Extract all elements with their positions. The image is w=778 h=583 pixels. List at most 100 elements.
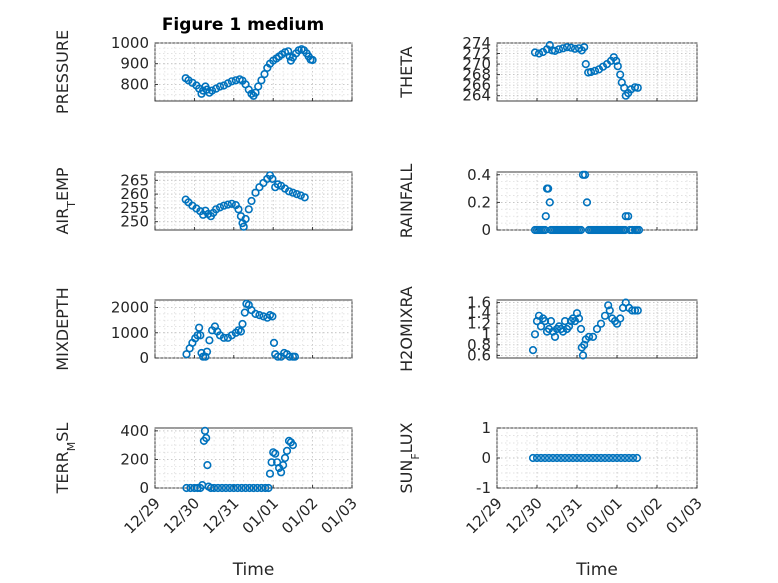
y-axis-label: RAINFALL [397, 164, 416, 239]
data-point [556, 453, 566, 463]
data-point [215, 82, 225, 91]
data-point [588, 453, 598, 463]
data-point [219, 201, 228, 210]
data-point [238, 319, 247, 329]
data-point [225, 483, 234, 493]
data-point [247, 196, 256, 206]
data-point [282, 446, 292, 456]
data-point [284, 47, 293, 56]
data-point [245, 483, 254, 493]
data-point [249, 483, 258, 493]
data-point [308, 55, 317, 65]
data-point [288, 188, 298, 197]
data-point [205, 336, 214, 345]
data-point [580, 340, 589, 349]
data-point [261, 483, 270, 493]
data-point [284, 187, 294, 196]
data-point [624, 453, 634, 463]
data-point [634, 225, 644, 235]
y-tick-label: 200 [120, 450, 149, 468]
data-point [219, 81, 228, 90]
data-point [628, 306, 637, 315]
x-axis-label: Time [575, 560, 618, 580]
data-point [269, 338, 279, 348]
data-point [241, 483, 250, 493]
data-point [576, 324, 586, 334]
data-point [290, 352, 300, 361]
data-point [532, 453, 542, 463]
y-tick-label: 0 [481, 221, 491, 239]
data-point [279, 461, 288, 470]
x-tick-label: 12/30 [160, 494, 203, 537]
data-point [265, 469, 275, 478]
data-point [568, 453, 578, 463]
data-point [202, 347, 212, 356]
data-point [550, 332, 560, 342]
y-axis-label: SUNFLUX [397, 422, 422, 493]
y-tick-label: 0.4 [467, 166, 491, 184]
data-series [530, 170, 644, 235]
x-tick-label: 12/30 [503, 494, 546, 537]
data-point [548, 453, 558, 463]
data-point [223, 200, 232, 209]
y-tick-label: 900 [120, 55, 149, 73]
subplot-h2omixra: 0.60.811.21.41.6 H2OMIXRA [397, 286, 698, 372]
y-tick-label: 400 [120, 422, 149, 440]
x-tick-label: 01/02 [278, 494, 321, 537]
data-point [590, 66, 600, 75]
data-point [604, 301, 613, 310]
data-point [612, 56, 621, 66]
data-point [221, 483, 230, 493]
data-point [219, 333, 228, 342]
x-tick-label: 01/03 [663, 494, 706, 537]
data-point [255, 311, 264, 320]
data-point [203, 461, 212, 470]
y-tick-label: 250 [120, 213, 149, 231]
y-tick-label: 265 [120, 171, 149, 189]
data-point [264, 483, 273, 493]
y-axis-label: PRESSURE [53, 30, 72, 114]
data-point [578, 351, 588, 360]
y-tick-label: 0.2 [467, 193, 491, 211]
data-point [227, 77, 236, 86]
data-point [541, 212, 550, 221]
y-tick-label: 264 [462, 87, 491, 105]
y-tick-label: 0.6 [467, 346, 491, 364]
data-point [592, 324, 602, 334]
data-point [292, 190, 301, 199]
y-tick-label: 2000 [111, 299, 149, 317]
y-tick-label: 266 [462, 76, 491, 94]
y-tick-label: 268 [462, 66, 491, 84]
y-axis-label: H2OMIXRA [397, 286, 416, 372]
x-tick-label: 12/31 [543, 494, 586, 537]
data-point [251, 188, 260, 197]
data-point [546, 317, 556, 326]
data-point [201, 352, 210, 361]
y-tick-label: 255 [120, 199, 149, 217]
data-point [285, 352, 294, 361]
data-point [240, 308, 249, 317]
data-point [239, 222, 248, 231]
x-tick-label: 12/31 [199, 494, 242, 537]
data-point [271, 449, 280, 458]
data-point [236, 327, 245, 336]
data-point [584, 453, 594, 463]
data-point [632, 453, 642, 463]
data-point [574, 314, 584, 323]
data-point [196, 331, 205, 340]
data-point [554, 45, 564, 54]
data-point [562, 43, 572, 52]
data-point [536, 453, 546, 463]
data-series [528, 298, 642, 360]
data-point [528, 453, 538, 463]
data-point [624, 212, 633, 221]
data-point [580, 453, 590, 463]
data-point [540, 453, 550, 463]
data-point [628, 453, 638, 463]
data-point [576, 453, 586, 463]
data-point [544, 184, 553, 193]
data-point [572, 453, 582, 463]
data-point [536, 322, 546, 331]
